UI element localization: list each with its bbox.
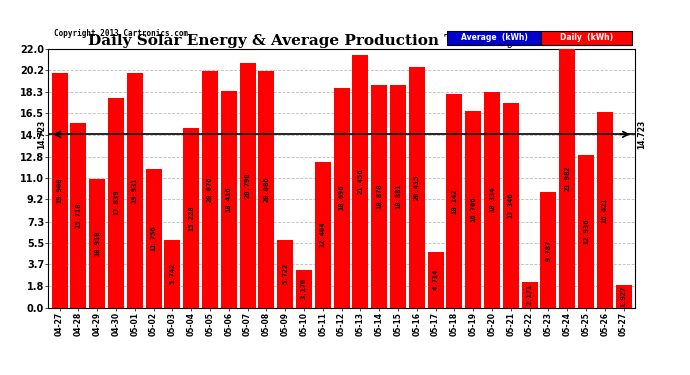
- Bar: [258, 71, 275, 308]
- Bar: [221, 91, 237, 308]
- Bar: [484, 92, 500, 308]
- Bar: [70, 123, 86, 308]
- Text: 9.787: 9.787: [545, 239, 551, 261]
- FancyBboxPatch shape: [541, 31, 632, 45]
- Text: 5.742: 5.742: [169, 263, 175, 284]
- Text: 14.723: 14.723: [637, 120, 646, 149]
- Bar: [333, 88, 350, 308]
- Bar: [239, 63, 255, 308]
- Text: 12.404: 12.404: [319, 222, 326, 247]
- Text: 15.718: 15.718: [75, 202, 81, 228]
- Text: 18.696: 18.696: [339, 185, 344, 210]
- Text: 21.456: 21.456: [357, 169, 364, 194]
- Bar: [522, 282, 538, 308]
- Bar: [465, 111, 481, 308]
- Bar: [446, 94, 462, 308]
- Bar: [296, 270, 312, 308]
- Text: 20.790: 20.790: [244, 172, 250, 198]
- Text: 16.706: 16.706: [470, 196, 476, 222]
- Text: 18.878: 18.878: [376, 184, 382, 209]
- Text: 11.756: 11.756: [150, 226, 157, 251]
- Text: Copyright 2013 Cartronics.com: Copyright 2013 Cartronics.com: [55, 29, 188, 38]
- Text: 1.927: 1.927: [620, 285, 627, 307]
- Text: 5.722: 5.722: [282, 263, 288, 285]
- Bar: [408, 68, 425, 308]
- Text: 21.982: 21.982: [564, 165, 570, 191]
- Text: 15.228: 15.228: [188, 205, 194, 231]
- Text: 3.170: 3.170: [301, 278, 307, 300]
- Bar: [615, 285, 631, 308]
- Bar: [52, 74, 68, 308]
- Text: 20.415: 20.415: [414, 175, 420, 200]
- Bar: [89, 179, 105, 308]
- Bar: [540, 192, 556, 308]
- Bar: [353, 55, 368, 308]
- Bar: [315, 162, 331, 308]
- Bar: [371, 86, 387, 308]
- Bar: [127, 73, 143, 308]
- Text: 10.910: 10.910: [94, 231, 100, 256]
- Text: 18.334: 18.334: [489, 187, 495, 212]
- Text: 16.621: 16.621: [602, 197, 608, 222]
- Text: Average  (kWh): Average (kWh): [461, 33, 527, 42]
- Text: Daily  (kWh): Daily (kWh): [560, 33, 613, 42]
- Text: 18.881: 18.881: [395, 184, 401, 209]
- Bar: [428, 252, 444, 308]
- Text: 20.076: 20.076: [207, 177, 213, 202]
- Bar: [146, 169, 161, 308]
- Text: 19.931: 19.931: [132, 177, 138, 203]
- Bar: [108, 98, 124, 308]
- Bar: [390, 86, 406, 308]
- Text: 18.416: 18.416: [226, 186, 232, 212]
- Text: 17.839: 17.839: [113, 190, 119, 215]
- FancyBboxPatch shape: [447, 31, 541, 45]
- Text: 2.171: 2.171: [526, 284, 533, 305]
- Text: 19.900: 19.900: [57, 178, 63, 203]
- Text: 18.142: 18.142: [451, 188, 457, 214]
- Bar: [202, 71, 218, 308]
- Text: 20.086: 20.086: [264, 177, 269, 202]
- Text: 14.723: 14.723: [37, 120, 46, 149]
- Bar: [597, 112, 613, 308]
- Bar: [503, 104, 519, 308]
- Bar: [559, 49, 575, 308]
- Bar: [183, 128, 199, 308]
- Title: Daily Solar Energy & Average Production Tue May 28 06:04: Daily Solar Energy & Average Production …: [88, 34, 595, 48]
- Text: 4.714: 4.714: [433, 269, 439, 290]
- Text: 12.936: 12.936: [583, 219, 589, 244]
- Bar: [277, 240, 293, 308]
- Text: 17.346: 17.346: [508, 193, 514, 218]
- Bar: [578, 155, 594, 308]
- Bar: [164, 240, 180, 308]
